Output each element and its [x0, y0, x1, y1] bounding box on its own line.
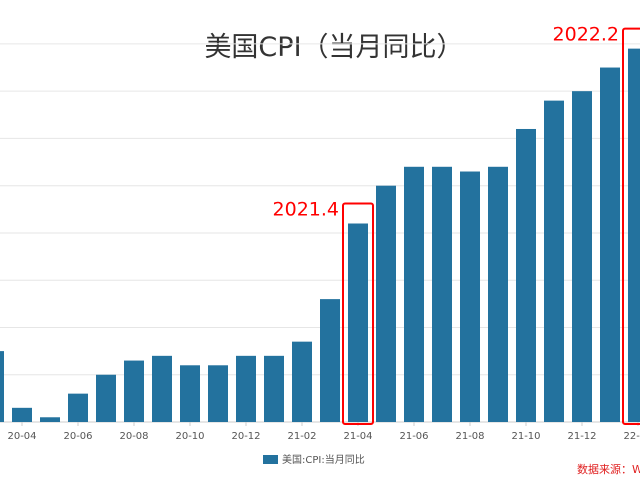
bar-21-06[interactable] [404, 166, 424, 422]
legend-swatch [263, 455, 278, 464]
x-tick-label: 20-06 [63, 431, 92, 442]
x-tick-label: 20-08 [119, 431, 148, 442]
bar-21-05[interactable] [376, 185, 396, 422]
highlight-box [622, 27, 640, 425]
x-tick-label: 21-10 [511, 431, 540, 442]
x-tick-label: 21-06 [399, 431, 428, 442]
x-tick-label: 20-12 [231, 431, 260, 442]
bar-21-01[interactable] [264, 355, 284, 422]
bar-21-02[interactable] [292, 341, 312, 422]
bar-22-02[interactable] [628, 48, 640, 422]
x-axis-ticks: 20-04 20-06 20-08 20-10 20-12 21-02 21-04 21-06… [7, 422, 640, 442]
bar-21-04[interactable] [348, 223, 368, 423]
bar-20-06[interactable] [68, 393, 88, 422]
bar-20-09[interactable] [152, 355, 172, 422]
highlight-box [342, 202, 374, 425]
bars [0, 48, 640, 423]
x-tick-label: 21-04 [343, 431, 372, 442]
x-tick-label: 21-12 [567, 431, 596, 442]
bar-20-05[interactable] [40, 417, 60, 422]
bar-20-04[interactable] [12, 407, 32, 422]
x-tick-label: 22-02 [623, 431, 640, 442]
annotation-label: 2022.2 [553, 24, 619, 46]
chart-title: 美国CPI（当月同比） [204, 32, 463, 63]
source-text: 数据来源：W [577, 462, 640, 476]
bar-22-01[interactable] [600, 67, 620, 423]
bar-21-09[interactable] [488, 166, 508, 422]
annotation-label: 2021.4 [273, 199, 339, 221]
x-tick-label: 21-08 [455, 431, 484, 442]
bar-20-08[interactable] [124, 360, 144, 422]
bar-21-10[interactable] [516, 128, 536, 422]
legend[interactable]: 美国:CPI:当月同比 [263, 453, 365, 466]
bar-21-08[interactable] [460, 171, 480, 422]
x-tick-label: 21-02 [287, 431, 316, 442]
bar-20-11[interactable] [208, 365, 228, 422]
bar-21-12[interactable] [572, 91, 592, 423]
bar-20-07[interactable] [96, 374, 116, 422]
bar-21-03[interactable] [320, 299, 340, 422]
x-tick-label: 20-04 [7, 431, 36, 442]
bar-21-11[interactable] [544, 100, 564, 422]
x-tick-label: 20-10 [175, 431, 204, 442]
bar-20-03[interactable] [0, 351, 4, 422]
annotations: 2021.4 2022.2 [273, 24, 640, 425]
bar-20-10[interactable] [180, 365, 200, 422]
bar-20-12[interactable] [236, 355, 256, 422]
legend-label: 美国:CPI:当月同比 [282, 453, 365, 466]
bar-21-07[interactable] [432, 166, 452, 422]
